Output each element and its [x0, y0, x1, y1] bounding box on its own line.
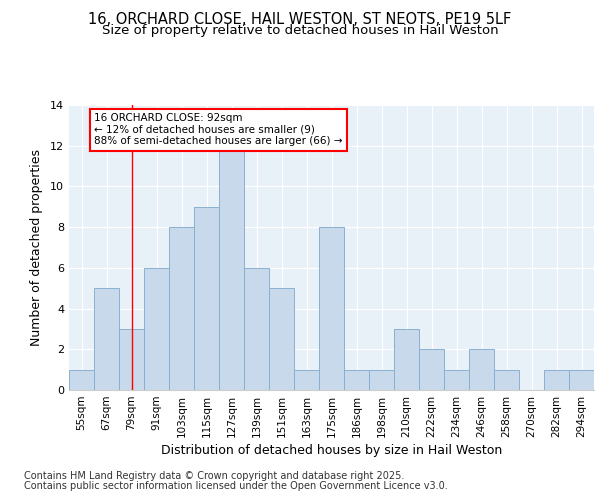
Bar	[119, 329, 144, 390]
Bar	[294, 370, 319, 390]
Bar	[419, 350, 444, 390]
Text: 16 ORCHARD CLOSE: 92sqm
← 12% of detached houses are smaller (9)
88% of semi-det: 16 ORCHARD CLOSE: 92sqm ← 12% of detache…	[94, 113, 343, 146]
Bar	[319, 227, 344, 390]
Bar	[494, 370, 519, 390]
Y-axis label: Number of detached properties: Number of detached properties	[30, 149, 43, 346]
Bar	[344, 370, 369, 390]
X-axis label: Distribution of detached houses by size in Hail Weston: Distribution of detached houses by size …	[161, 444, 502, 457]
Bar	[394, 329, 419, 390]
Bar	[244, 268, 269, 390]
Bar	[94, 288, 119, 390]
Bar	[369, 370, 394, 390]
Text: Size of property relative to detached houses in Hail Weston: Size of property relative to detached ho…	[101, 24, 499, 37]
Text: Contains HM Land Registry data © Crown copyright and database right 2025.: Contains HM Land Registry data © Crown c…	[24, 471, 404, 481]
Bar	[169, 227, 194, 390]
Bar	[569, 370, 594, 390]
Bar	[444, 370, 469, 390]
Bar	[219, 146, 244, 390]
Text: Contains public sector information licensed under the Open Government Licence v3: Contains public sector information licen…	[24, 481, 448, 491]
Bar	[544, 370, 569, 390]
Text: 16, ORCHARD CLOSE, HAIL WESTON, ST NEOTS, PE19 5LF: 16, ORCHARD CLOSE, HAIL WESTON, ST NEOTS…	[88, 12, 512, 28]
Bar	[269, 288, 294, 390]
Bar	[469, 350, 494, 390]
Bar	[194, 207, 219, 390]
Bar	[69, 370, 94, 390]
Bar	[144, 268, 169, 390]
